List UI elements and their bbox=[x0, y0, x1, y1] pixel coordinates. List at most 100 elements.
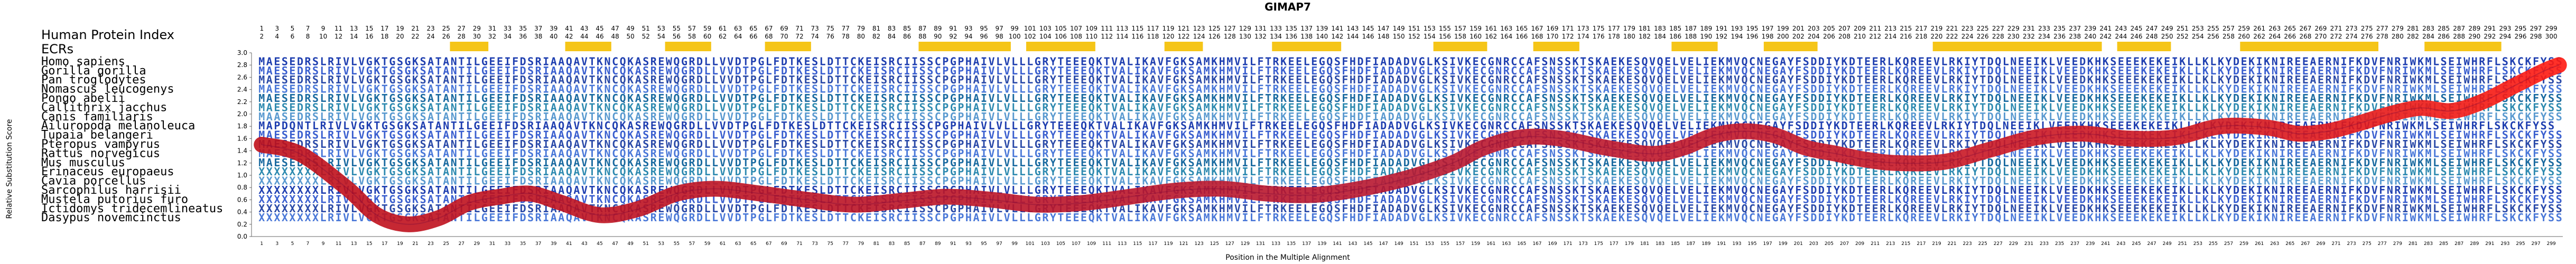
protein-index-tick: 49 bbox=[627, 25, 635, 32]
x-tick-label: 199 bbox=[1779, 241, 1788, 247]
protein-index-tick: 95 bbox=[980, 25, 988, 32]
y-tick-label: 1.4 bbox=[237, 147, 247, 155]
protein-index-tick: 125 bbox=[1208, 25, 1221, 32]
x-tick-label: 163 bbox=[1502, 241, 1511, 247]
protein-index-tick-2: 36 bbox=[519, 33, 527, 40]
x-tick-label: 47 bbox=[612, 241, 618, 247]
y-tick-label: 0.8 bbox=[237, 184, 247, 191]
protein-index-tick-2: 62 bbox=[719, 33, 727, 40]
protein-index-tick-2: 72 bbox=[795, 33, 803, 40]
protein-index-tick-2: 52 bbox=[642, 33, 650, 40]
protein-index-tick: 117 bbox=[1147, 25, 1159, 32]
protein-index-tick-2: 274 bbox=[2346, 33, 2358, 40]
x-tick-label: 63 bbox=[735, 241, 741, 247]
protein-index-tick: 101 bbox=[1024, 25, 1036, 32]
protein-index-tick: 291 bbox=[2484, 25, 2496, 32]
protein-index-tick: 93 bbox=[964, 25, 972, 32]
x-tick-label: 121 bbox=[1179, 241, 1188, 247]
protein-index-tick-2: 278 bbox=[2376, 33, 2388, 40]
protein-index-tick-2: 172 bbox=[1562, 33, 1574, 40]
protein-index-tick: 295 bbox=[2515, 25, 2527, 32]
x-tick-label: 219 bbox=[1932, 241, 1941, 247]
x-tick-label: 95 bbox=[981, 241, 987, 247]
ecr-region bbox=[1164, 42, 1203, 51]
protein-index-tick: 245 bbox=[2131, 25, 2143, 32]
protein-index-tick-2: 24 bbox=[427, 33, 435, 40]
protein-index-tick: 263 bbox=[2268, 25, 2281, 32]
protein-index-tick: 81 bbox=[872, 25, 880, 32]
species-label: Rattus norvegicus bbox=[41, 147, 160, 160]
x-tick-label: 265 bbox=[2285, 241, 2294, 247]
protein-index-tick: 1 bbox=[259, 25, 264, 32]
protein-index-tick: 147 bbox=[1378, 25, 1390, 32]
protein-index-tick: 99 bbox=[1011, 25, 1019, 32]
x-tick-label: 39 bbox=[551, 241, 557, 247]
x-tick-label: 181 bbox=[1640, 241, 1649, 247]
x-tick-label: 113 bbox=[1118, 241, 1127, 247]
protein-index-tick-2: 4 bbox=[275, 33, 280, 40]
protein-index-tick: 181 bbox=[1639, 25, 1651, 32]
protein-index-tick-2: 222 bbox=[1946, 33, 1958, 40]
ecr-region bbox=[1533, 42, 1579, 51]
protein-index-tick: 153 bbox=[1424, 25, 1436, 32]
x-tick-label: 105 bbox=[1056, 241, 1065, 247]
protein-index-tick: 19 bbox=[396, 25, 404, 32]
protein-index-tick: 211 bbox=[1869, 25, 1881, 32]
protein-index-tick: 61 bbox=[719, 25, 727, 32]
protein-index-tick-2: 68 bbox=[765, 33, 773, 40]
x-tick-label: 243 bbox=[2116, 241, 2125, 247]
protein-index-tick-2: 124 bbox=[1193, 33, 1205, 40]
species-label: Tupaia belangeri bbox=[41, 129, 153, 142]
protein-index-tick: 251 bbox=[2177, 25, 2189, 32]
x-tick-label: 273 bbox=[2347, 241, 2356, 247]
protein-index-tick: 225 bbox=[1977, 25, 1989, 32]
x-tick-label: 187 bbox=[1686, 241, 1695, 247]
protein-index-tick-2: 34 bbox=[504, 33, 512, 40]
x-tick-label: 3 bbox=[275, 241, 278, 247]
protein-index-tick: 271 bbox=[2330, 25, 2342, 32]
protein-index-tick-2: 294 bbox=[2499, 33, 2511, 40]
protein-index-tick-2: 126 bbox=[1208, 33, 1221, 40]
protein-index-tick: 165 bbox=[1515, 25, 1528, 32]
protein-index-tick-2: 208 bbox=[1838, 33, 1850, 40]
x-tick-label: 45 bbox=[597, 241, 602, 247]
x-tick-label: 189 bbox=[1701, 241, 1710, 247]
x-tick-label: 177 bbox=[1610, 241, 1619, 247]
species-label: Pan troglodytes bbox=[41, 73, 146, 87]
score-line-core bbox=[262, 64, 2560, 225]
protein-index-tick: 39 bbox=[550, 25, 557, 32]
x-tick-label: 33 bbox=[505, 241, 510, 247]
protein-index-tick-2: 256 bbox=[2207, 33, 2219, 40]
protein-index-tick-2: 38 bbox=[534, 33, 542, 40]
species-label: Ictidomys tridecemlineatus bbox=[41, 202, 223, 215]
protein-index-tick: 45 bbox=[596, 25, 603, 32]
protein-index-tick-2: 46 bbox=[596, 33, 603, 40]
protein-index-tick: 207 bbox=[1838, 25, 1850, 32]
protein-index-tick: 191 bbox=[1715, 25, 1727, 32]
ecr-region bbox=[565, 42, 611, 51]
x-tick-label: 93 bbox=[965, 241, 971, 247]
x-tick-label: 133 bbox=[1271, 241, 1280, 247]
protein-index-tick-2: 272 bbox=[2330, 33, 2342, 40]
x-tick-label: 151 bbox=[1410, 241, 1419, 247]
species-label: Cavia porcellus bbox=[41, 175, 146, 188]
x-tick-label: 77 bbox=[843, 241, 849, 247]
ecr-region bbox=[918, 42, 1011, 51]
protein-index-tick: 91 bbox=[949, 25, 957, 32]
x-tick-label: 73 bbox=[812, 241, 817, 247]
protein-index-tick: 63 bbox=[734, 25, 742, 32]
x-tick-label: 203 bbox=[1809, 241, 1818, 247]
protein-index-tick-2: 144 bbox=[1346, 33, 1359, 40]
protein-index-tick: 25 bbox=[442, 25, 450, 32]
protein-index-tick-2: 14 bbox=[350, 33, 358, 40]
x-tick-label: 213 bbox=[1886, 241, 1895, 247]
protein-index-tick-2: 262 bbox=[2253, 33, 2265, 40]
protein-index-tick: 23 bbox=[427, 25, 435, 32]
ecrs-label: ECRs bbox=[41, 42, 73, 56]
protein-index-tick: 231 bbox=[2023, 25, 2035, 32]
protein-index-tick-2: 174 bbox=[1577, 33, 1589, 40]
protein-index-tick-2: 162 bbox=[1485, 33, 1497, 40]
x-axis-label: Position in the Multiple Alignment bbox=[1225, 253, 1350, 262]
x-tick-label: 291 bbox=[2485, 241, 2494, 247]
y-axis-label: Relative Substitution Score bbox=[5, 119, 14, 219]
